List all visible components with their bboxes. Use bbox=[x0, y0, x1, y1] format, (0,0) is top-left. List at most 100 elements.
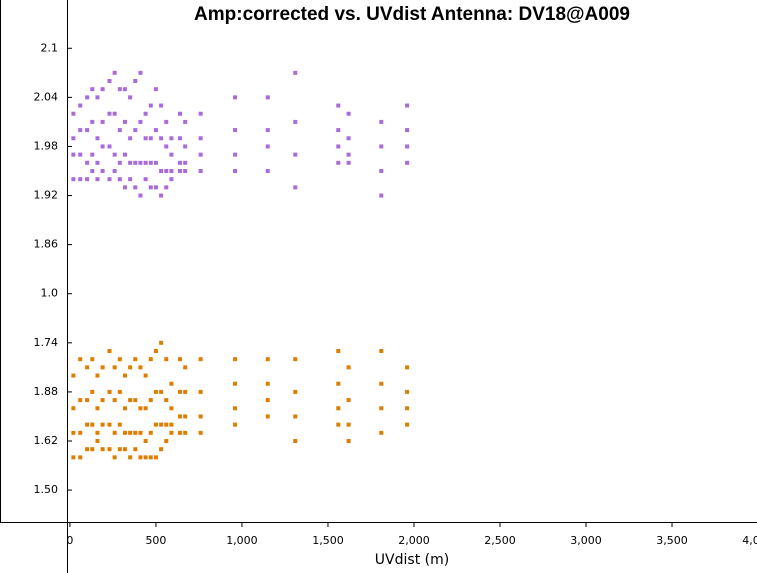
point bbox=[78, 455, 83, 460]
point bbox=[183, 160, 188, 165]
point bbox=[159, 389, 164, 394]
point bbox=[405, 144, 410, 149]
point bbox=[78, 177, 83, 182]
point bbox=[265, 381, 270, 386]
point bbox=[336, 406, 341, 411]
point bbox=[90, 119, 95, 124]
point bbox=[198, 357, 203, 362]
point bbox=[138, 160, 143, 165]
point bbox=[78, 103, 83, 108]
point bbox=[293, 439, 298, 443]
point bbox=[153, 422, 158, 427]
point bbox=[153, 185, 158, 190]
point bbox=[178, 160, 183, 165]
point bbox=[346, 365, 351, 370]
point bbox=[122, 185, 127, 190]
point bbox=[164, 398, 169, 403]
point bbox=[336, 103, 341, 108]
point bbox=[159, 169, 164, 173]
point bbox=[405, 422, 410, 427]
point bbox=[122, 373, 127, 378]
point bbox=[405, 103, 410, 108]
point bbox=[85, 365, 90, 370]
point bbox=[265, 144, 270, 149]
point bbox=[143, 439, 148, 443]
point bbox=[122, 87, 127, 92]
point bbox=[169, 177, 174, 182]
point bbox=[159, 340, 164, 345]
point bbox=[90, 152, 95, 157]
point bbox=[112, 70, 117, 75]
point bbox=[153, 160, 158, 165]
x-tick-label: 0 bbox=[66, 534, 73, 547]
point bbox=[117, 87, 122, 92]
point bbox=[138, 406, 143, 411]
point bbox=[405, 389, 410, 394]
point bbox=[90, 357, 95, 362]
point bbox=[183, 430, 188, 435]
point bbox=[90, 447, 95, 452]
point bbox=[148, 103, 153, 108]
x-tick-label: 500 bbox=[145, 534, 166, 547]
point bbox=[233, 406, 238, 411]
point bbox=[164, 422, 169, 427]
point bbox=[183, 414, 188, 419]
point bbox=[133, 447, 138, 452]
y-tick-label: 2.04 bbox=[34, 90, 59, 103]
point bbox=[198, 111, 203, 116]
point bbox=[133, 160, 138, 165]
point bbox=[148, 160, 153, 165]
point bbox=[112, 430, 117, 435]
y-tick-label: 1.92 bbox=[34, 189, 59, 202]
point bbox=[169, 136, 174, 141]
point bbox=[117, 177, 122, 182]
point bbox=[379, 119, 384, 124]
point bbox=[183, 144, 188, 149]
y-tick-label: 1.86 bbox=[34, 238, 59, 251]
point bbox=[346, 422, 351, 427]
point bbox=[183, 389, 188, 394]
point bbox=[95, 439, 100, 443]
point bbox=[379, 169, 384, 173]
point bbox=[183, 365, 188, 370]
point bbox=[78, 398, 83, 403]
point bbox=[293, 185, 298, 190]
point bbox=[71, 455, 76, 460]
point bbox=[148, 455, 153, 460]
point bbox=[112, 169, 117, 173]
point bbox=[178, 357, 183, 362]
point bbox=[122, 119, 127, 124]
point bbox=[100, 422, 105, 427]
point bbox=[143, 406, 148, 411]
point bbox=[100, 447, 105, 452]
point bbox=[169, 406, 174, 411]
point bbox=[379, 144, 384, 149]
point bbox=[71, 111, 76, 116]
point bbox=[379, 381, 384, 386]
point bbox=[169, 169, 174, 173]
point bbox=[265, 128, 270, 133]
point bbox=[148, 357, 153, 362]
point bbox=[71, 373, 76, 378]
x-tick-label: 3,000 bbox=[570, 534, 602, 547]
point bbox=[95, 136, 100, 141]
point bbox=[153, 128, 158, 133]
point bbox=[90, 87, 95, 92]
point bbox=[153, 389, 158, 394]
point bbox=[164, 119, 169, 124]
point bbox=[293, 119, 298, 124]
point bbox=[112, 111, 117, 116]
y-tick-label: 1.74 bbox=[34, 336, 59, 349]
y-tick-label: 1.50 bbox=[34, 483, 59, 496]
point bbox=[95, 406, 100, 411]
point bbox=[143, 455, 148, 460]
x-tick-label: 4,000 bbox=[742, 534, 757, 547]
point bbox=[159, 422, 164, 427]
point bbox=[178, 169, 183, 173]
point bbox=[159, 193, 164, 198]
point bbox=[85, 95, 90, 100]
point bbox=[143, 177, 148, 182]
point bbox=[148, 430, 153, 435]
point bbox=[95, 95, 100, 100]
point bbox=[336, 144, 341, 149]
